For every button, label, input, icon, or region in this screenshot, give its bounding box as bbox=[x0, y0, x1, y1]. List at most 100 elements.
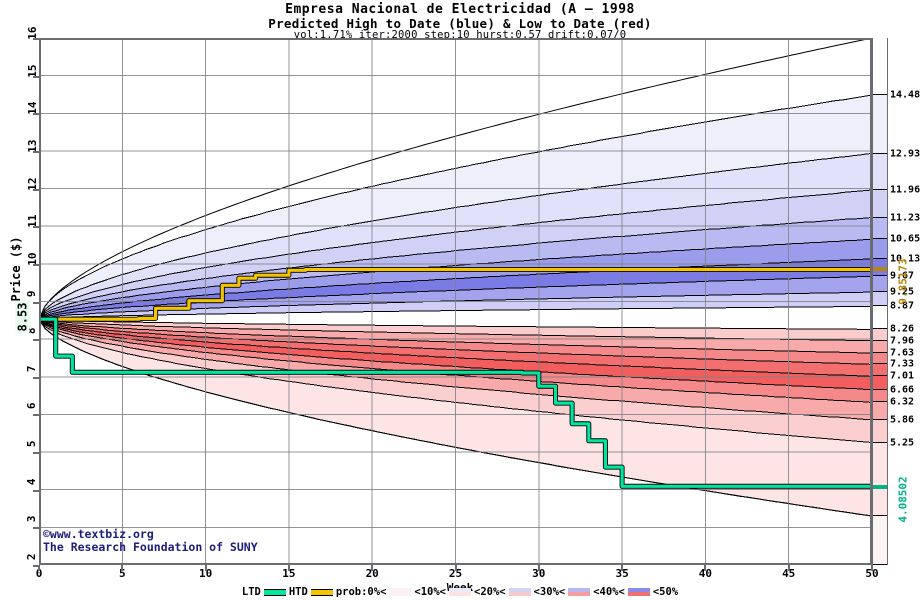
y-tick-label: 2 bbox=[25, 553, 39, 561]
legend-band-swatch bbox=[449, 588, 471, 596]
chart-subtitle: Predicted High to Date (blue) & Low to D… bbox=[268, 16, 652, 31]
y-tick-label: 9 bbox=[25, 290, 39, 297]
right-value-label: 5.86 bbox=[890, 414, 915, 426]
strip-band bbox=[873, 364, 887, 377]
chart-legend: LTD HTD prob:0%< <10%< <20%< <30%< <40%< <50% bbox=[0, 586, 920, 598]
strip-band bbox=[873, 190, 887, 218]
y-tick-label: 6 bbox=[25, 402, 39, 410]
y-tick-mark bbox=[33, 150, 39, 153]
copyright-line2: The Research Foundation of SUNY bbox=[43, 540, 258, 554]
strip-band bbox=[873, 153, 887, 191]
y-tick-mark bbox=[33, 113, 39, 116]
legend-band-label: <40%< bbox=[593, 586, 625, 598]
right-value-label: 7.33 bbox=[890, 358, 915, 370]
strip-band bbox=[873, 340, 887, 354]
strip-band bbox=[873, 402, 887, 420]
x-tick-label: 40 bbox=[698, 567, 713, 580]
strip-band bbox=[873, 376, 887, 390]
fan-chart-svg bbox=[39, 38, 872, 565]
x-tick-label: 20 bbox=[365, 567, 379, 580]
x-tick-mark bbox=[287, 565, 290, 571]
legend-band-swatch bbox=[568, 588, 591, 596]
right-value-label: 7.96 bbox=[890, 335, 915, 347]
strip-band bbox=[873, 516, 887, 565]
x-tick-mark bbox=[704, 565, 707, 571]
high-band-fill bbox=[39, 239, 872, 320]
strip-band bbox=[873, 329, 887, 341]
x-tick-label: 25 bbox=[448, 567, 463, 580]
right-value-label: 5.25 bbox=[890, 437, 915, 449]
legend-band-swatch bbox=[627, 588, 650, 596]
strip-band bbox=[873, 353, 887, 365]
x-tick-label: 50 bbox=[865, 567, 879, 580]
right-probability-strip bbox=[872, 38, 888, 565]
right-value-label: 8.87 bbox=[890, 300, 915, 312]
strip-endpoint-marker bbox=[873, 267, 887, 272]
y-tick-mark bbox=[33, 339, 39, 342]
chart-title: Empresa Nacional de Electricidad (A – 19… bbox=[285, 2, 635, 17]
legend-ltd-label: LTD bbox=[241, 586, 261, 598]
high-band-fill bbox=[39, 38, 872, 320]
y-tick-label: 4 bbox=[25, 478, 39, 485]
y-tick-label: 5 bbox=[25, 440, 39, 448]
low-band-fill bbox=[39, 319, 872, 443]
high-band-fill bbox=[39, 190, 872, 320]
y-axis-label: Price ($) bbox=[9, 236, 23, 302]
right-value-label: 6.32 bbox=[890, 396, 915, 408]
copyright-notice: ©www.textbiz.org The Research Foundation… bbox=[43, 528, 258, 554]
current-price-badge: 8.53 bbox=[15, 300, 30, 334]
right-value-label: 9.67 bbox=[890, 270, 915, 282]
strip-band bbox=[873, 306, 887, 330]
low-band-fill bbox=[39, 319, 872, 377]
legend-band-label: <50% bbox=[652, 586, 679, 598]
strip-band bbox=[873, 239, 887, 259]
x-tick-mark bbox=[871, 565, 873, 571]
strip-endpoint-marker bbox=[873, 484, 887, 489]
x-tick-label: 0 bbox=[35, 567, 43, 580]
x-tick-mark bbox=[121, 565, 124, 571]
x-tick-mark bbox=[537, 565, 540, 571]
x-tick-label: 30 bbox=[532, 567, 546, 580]
right-value-label: 6.66 bbox=[890, 384, 915, 396]
copyright-line1: ©www.textbiz.org bbox=[43, 527, 154, 541]
legend-band-label: <10%< bbox=[414, 586, 446, 598]
high-band-fill bbox=[39, 217, 872, 320]
right-value-label: 10.65 bbox=[890, 233, 920, 245]
y-tick-label: 7 bbox=[25, 365, 39, 372]
y-tick-mark bbox=[33, 452, 39, 455]
x-tick-mark bbox=[621, 565, 624, 571]
high-band-fill bbox=[39, 153, 872, 320]
strip-band bbox=[873, 292, 887, 307]
y-tick-mark bbox=[33, 565, 39, 567]
right-endpoint-label: 4.08502 bbox=[896, 475, 910, 523]
legend-band-swatch bbox=[389, 588, 412, 596]
plot-area bbox=[39, 38, 872, 565]
low-band-fill bbox=[39, 319, 872, 390]
y-tick-mark bbox=[33, 489, 39, 492]
right-value-label: 11.23 bbox=[890, 212, 920, 224]
x-tick-mark bbox=[787, 565, 790, 571]
right-value-label: 8.26 bbox=[890, 323, 915, 335]
y-tick-label: 3 bbox=[25, 515, 39, 523]
legend-ltd-swatch bbox=[263, 588, 286, 596]
y-tick-mark bbox=[33, 38, 39, 40]
right-value-label: 11.96 bbox=[890, 184, 920, 196]
strip-band bbox=[873, 419, 887, 443]
y-tick-mark bbox=[33, 414, 39, 417]
x-tick-mark bbox=[204, 565, 207, 571]
low-band-fill bbox=[39, 319, 872, 403]
strip-band bbox=[873, 276, 887, 293]
legend-prob-label: prob:0%< bbox=[335, 586, 387, 598]
right-value-label: 12.93 bbox=[890, 148, 920, 160]
x-tick-mark bbox=[371, 565, 374, 571]
right-value-label: 14.48 bbox=[890, 89, 920, 101]
strip-band bbox=[873, 95, 887, 154]
legend-band-label: <20%< bbox=[474, 586, 506, 598]
right-endpoint-label: 9.85173 bbox=[896, 258, 910, 306]
x-tick-label: 45 bbox=[782, 567, 796, 580]
right-value-label: 7.01 bbox=[890, 370, 915, 382]
x-tick-label: 5 bbox=[118, 567, 126, 580]
x-tick-label: 15 bbox=[282, 567, 296, 580]
legend-band-label: <30%< bbox=[533, 586, 566, 598]
x-tick-label: 35 bbox=[615, 567, 629, 580]
